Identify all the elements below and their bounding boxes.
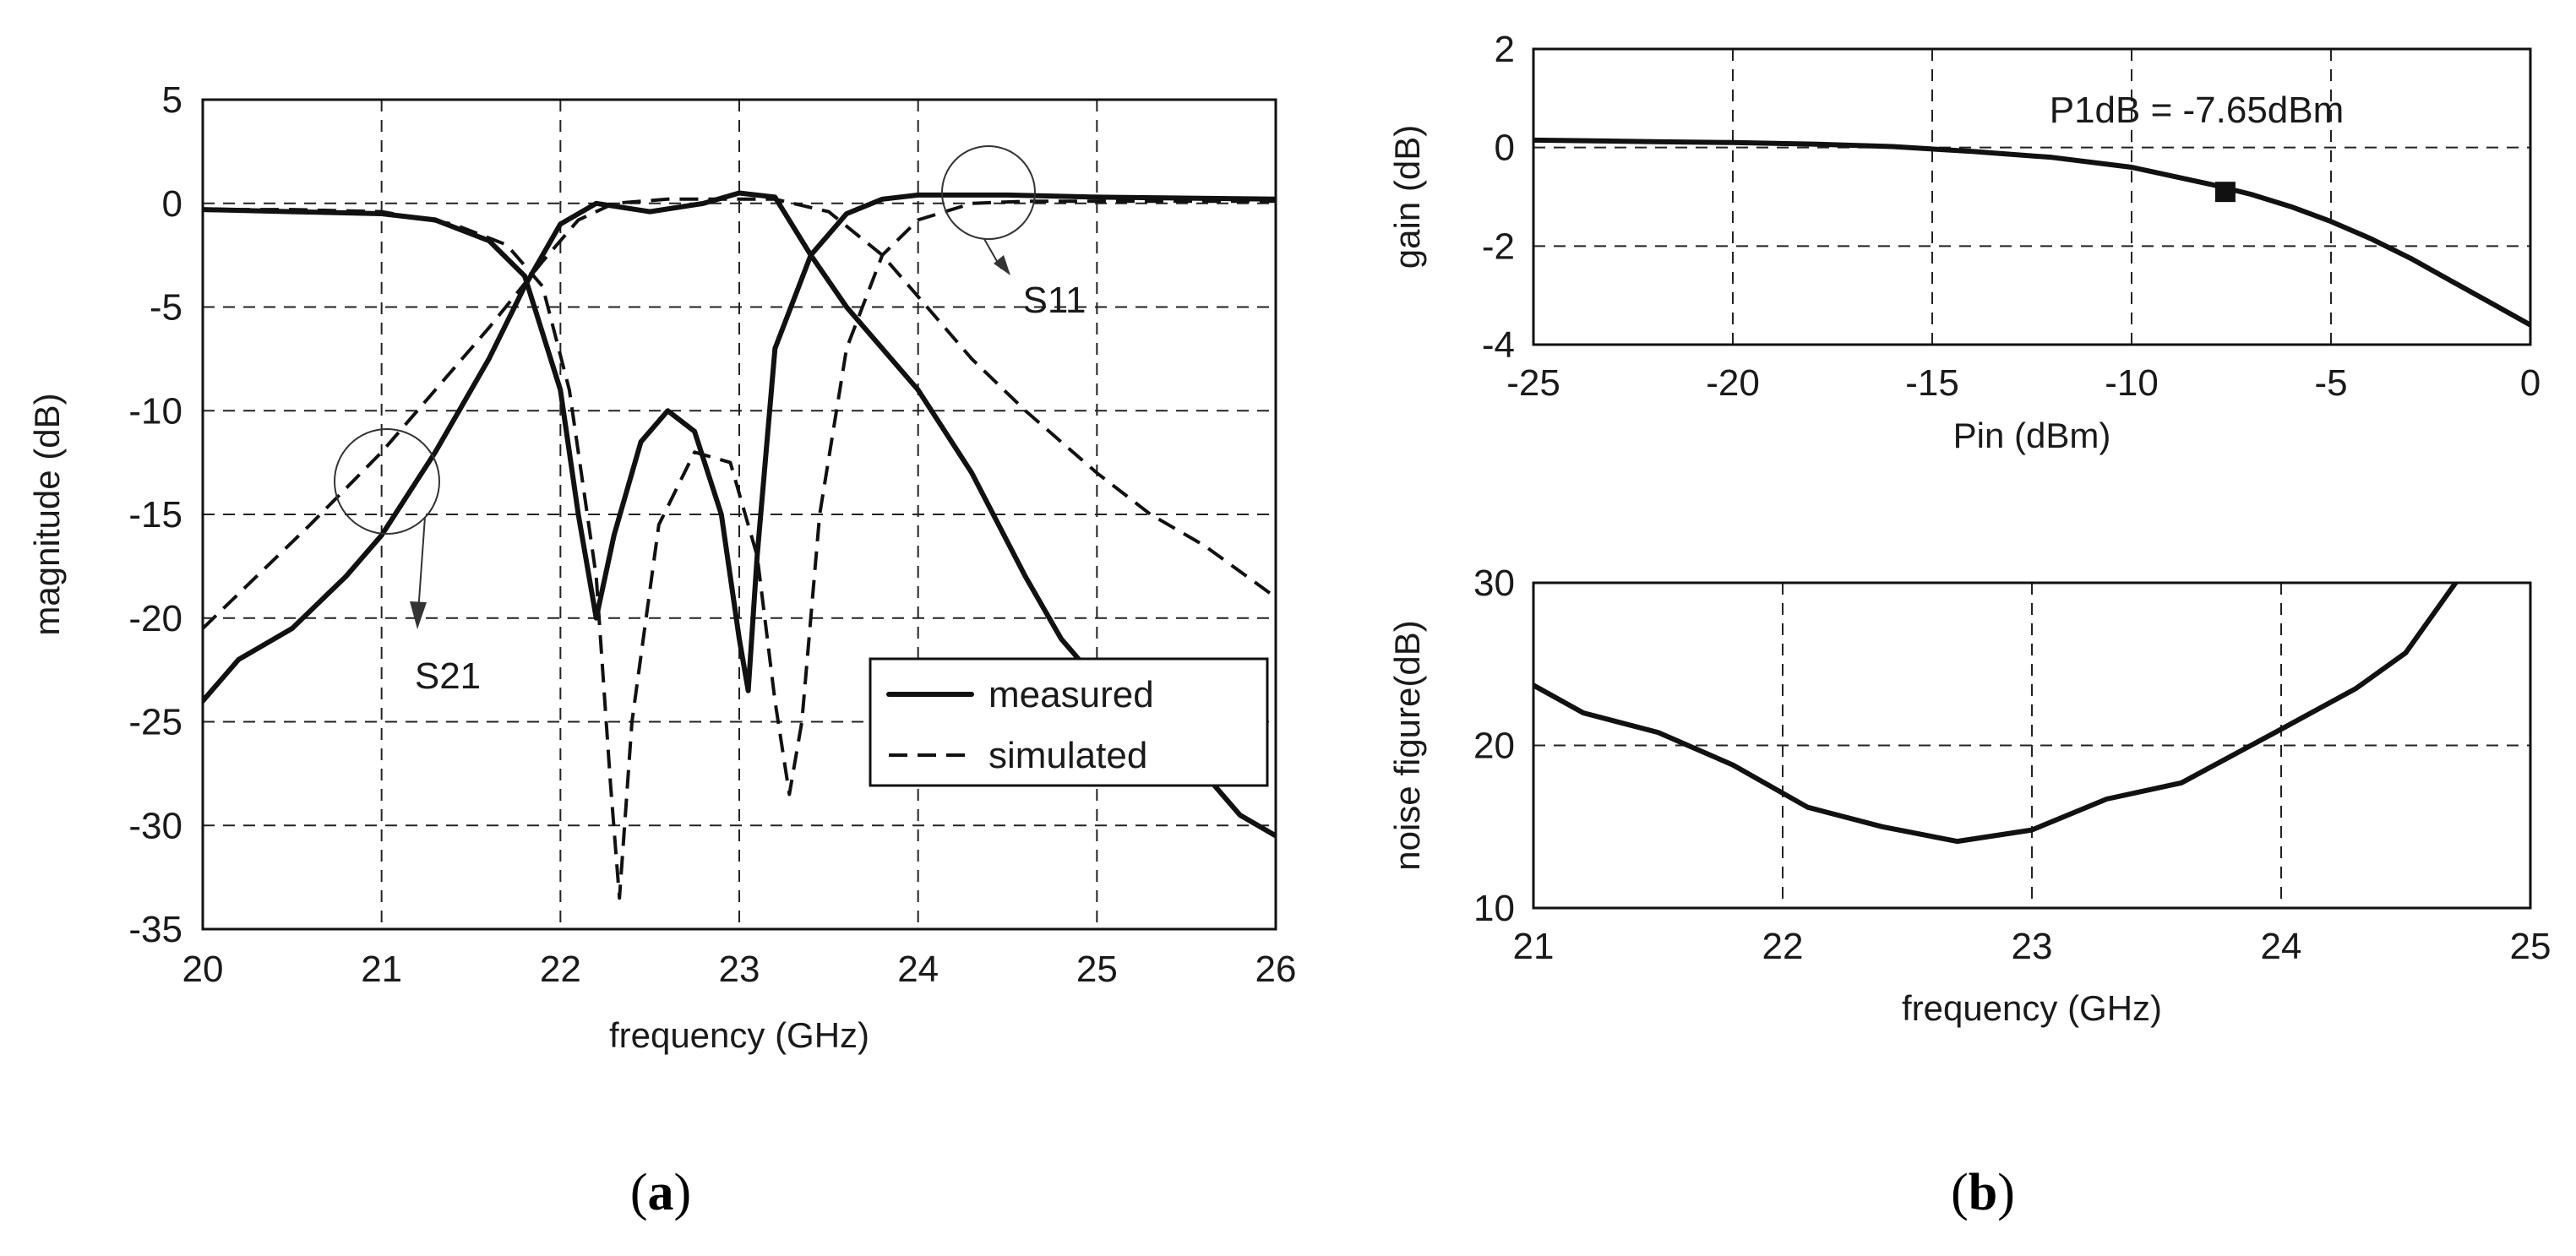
x-axis-label: Pin (dBm) xyxy=(1953,416,2111,455)
panel-label-close: ) xyxy=(1997,1164,2015,1221)
series-line-gain xyxy=(1533,137,2530,328)
y-axis-label: magnitude (dB) xyxy=(27,393,67,635)
plot-frame xyxy=(1532,581,2532,910)
x-tick-label: 22 xyxy=(1762,926,1804,967)
x-tick-label: 21 xyxy=(1513,926,1555,967)
panel-label-open: ( xyxy=(630,1164,648,1221)
y-tick-label: 10 xyxy=(1473,888,1515,929)
s11-label: S11 xyxy=(1022,280,1086,321)
x-tick-label: 23 xyxy=(2012,926,2053,967)
x-tick-label: 25 xyxy=(1076,949,1118,990)
y-tick-label: 30 xyxy=(1473,563,1515,604)
x-tick-label: -20 xyxy=(1706,362,1760,404)
legend-box xyxy=(869,657,1269,787)
x-tick-label: 24 xyxy=(897,949,939,990)
s21-arrow-head xyxy=(410,601,427,629)
x-tick-label: 26 xyxy=(1255,949,1297,990)
s11-circle xyxy=(941,145,1036,240)
panel-label-b1: (b) xyxy=(1951,1164,2015,1221)
series-line-noise-figure xyxy=(1533,583,2459,845)
x-axis-label: frequency (GHz) xyxy=(609,1015,869,1055)
panel-label-close: ) xyxy=(674,1164,692,1221)
s21-label: S21 xyxy=(415,655,481,697)
s11-arrow-head xyxy=(994,255,1010,275)
y-tick-label: -5 xyxy=(150,287,182,329)
s21-arrow-line xyxy=(417,516,426,613)
y-tick-label: -25 xyxy=(128,702,182,743)
x-axis-label: frequency (GHz) xyxy=(1902,988,2162,1028)
plot-frame xyxy=(1532,47,2532,346)
series-line-s21-simulated xyxy=(203,197,1276,630)
y-tick-label: -20 xyxy=(128,598,182,639)
y-axis-label: gain (dB) xyxy=(1387,125,1427,269)
s21-circle xyxy=(334,428,440,535)
y-tick-label: 0 xyxy=(1495,128,1515,169)
y-tick-label: -35 xyxy=(128,909,182,950)
y-tick-label: -2 xyxy=(1482,226,1515,267)
x-tick-label: -15 xyxy=(1905,362,1959,404)
y-tick-label: -15 xyxy=(128,494,182,536)
panel-label-a: (a) xyxy=(630,1164,691,1221)
panel-label-letter: a xyxy=(648,1164,674,1221)
y-tick-label: 0 xyxy=(162,183,182,225)
y-tick-label: 2 xyxy=(1495,29,1515,70)
x-tick-label: -25 xyxy=(1506,362,1560,404)
y-tick-label: 5 xyxy=(162,79,182,121)
panel-label-letter: b xyxy=(1969,1164,1997,1221)
y-tick-label: -4 xyxy=(1482,324,1515,366)
y-tick-label: 20 xyxy=(1473,726,1515,767)
series-line-s11-measured xyxy=(203,192,1276,693)
y-axis-label: noise figure(dB) xyxy=(1387,620,1427,870)
legend-label-simulated: simulated xyxy=(988,735,1147,776)
x-tick-label: -5 xyxy=(2314,362,2347,404)
x-tick-label: 21 xyxy=(361,949,402,990)
x-tick-label: 22 xyxy=(540,949,581,990)
x-tick-label: 20 xyxy=(182,949,224,990)
x-tick-label: 25 xyxy=(2510,926,2551,967)
x-tick-label: -10 xyxy=(2105,362,2159,404)
panel-label-open: ( xyxy=(1951,1164,1969,1221)
x-tick-label: 24 xyxy=(2261,926,2302,967)
p1db-marker xyxy=(2214,182,2236,203)
p1db-annotation: P1dB = -7.65dBm xyxy=(2050,90,2345,131)
y-tick-label: -10 xyxy=(128,390,182,432)
x-tick-label: 0 xyxy=(2520,362,2541,404)
legend-label-measured: measured xyxy=(988,674,1154,715)
x-tick-label: 23 xyxy=(719,949,760,990)
plot-frame xyxy=(201,98,1277,931)
series-line-s11-simulated xyxy=(203,199,1276,900)
y-tick-label: -30 xyxy=(128,805,182,846)
